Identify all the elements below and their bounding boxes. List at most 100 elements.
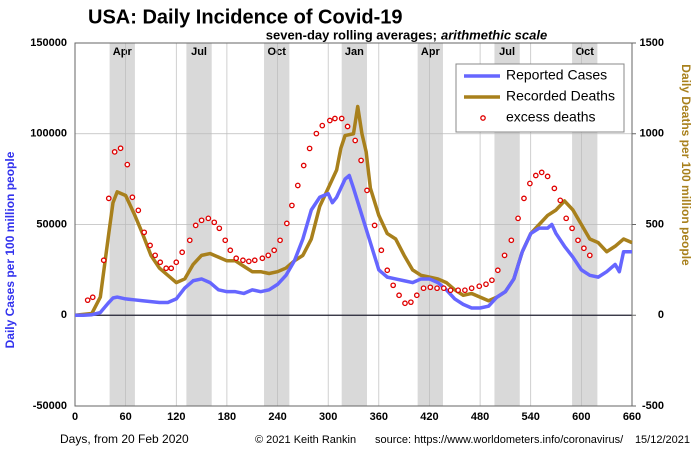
scatter-point: [551, 185, 558, 192]
scatter-point: [544, 173, 551, 180]
y-tick-label: 0: [61, 309, 67, 321]
scatter-point: [240, 257, 246, 264]
scatter-point: [569, 225, 575, 232]
scatter-point: [277, 237, 283, 244]
plot-area: Apr Jul Oct Jan Apr Jul Oct 0 60 120 180 240 300 360 4…: [30, 37, 664, 423]
source: source: https://www.worldometers.info/co…: [375, 434, 624, 446]
y-tick-label: 100000: [30, 128, 67, 140]
scatter-point: [538, 169, 545, 176]
scatter-point: [163, 265, 169, 272]
date: 15/12/2021: [635, 434, 690, 446]
y2-tick-label: 0: [658, 309, 664, 321]
scatter-point: [271, 247, 278, 254]
scatter-point: [306, 145, 313, 152]
x-tick-label: 120: [167, 411, 185, 423]
scatter-point: [358, 157, 364, 164]
scatter-point: [434, 285, 440, 292]
scatter-point: [557, 197, 564, 204]
scatter-point: [124, 161, 131, 168]
scatter-point: [265, 252, 272, 259]
scatter-point: [476, 283, 483, 290]
scatter-point: [483, 281, 489, 288]
legend-marker: [480, 115, 486, 121]
scatter-point: [157, 259, 164, 266]
scatter-point: [259, 255, 266, 262]
scatter-point: [575, 237, 581, 244]
scatter-point: [532, 172, 539, 179]
legend-label: Reported Cases: [506, 67, 607, 83]
scatter-point: [129, 194, 136, 201]
scatter-point: [427, 284, 434, 291]
scatter-point: [186, 237, 193, 244]
y2-axis-label: Daily Deaths per 100 million people: [679, 64, 693, 266]
scatter-point: [300, 162, 307, 169]
plot-frame: [74, 42, 633, 407]
scatter-point: [283, 220, 290, 227]
x-tick-label: 60: [120, 411, 132, 423]
month-label: Apr: [421, 46, 441, 58]
scatter-point: [135, 207, 142, 214]
x-tick-label: 600: [572, 411, 590, 423]
scatter-point: [192, 222, 199, 229]
scatter-point: [251, 257, 258, 264]
scatter-point: [294, 182, 301, 189]
y2-tick-label: -500: [642, 400, 664, 412]
scatter-point: [173, 259, 180, 266]
month-label: Jul: [499, 46, 515, 58]
scatter-point: [352, 137, 359, 144]
y2-tick-label: 500: [646, 218, 664, 230]
scatter-point: [222, 237, 229, 244]
scatter-point: [111, 149, 118, 155]
month-label: Jul: [191, 46, 207, 58]
scatter-point: [100, 257, 107, 264]
x-tick-label: 420: [420, 411, 438, 423]
y-tick-label: -50000: [33, 400, 67, 412]
scatter-point: [396, 292, 402, 299]
scatter-point: [501, 252, 508, 259]
y-tick-label: 50000: [36, 218, 67, 230]
scatter-point: [198, 217, 205, 224]
scatter-point: [179, 249, 186, 256]
legend-label: Recorded Deaths: [506, 88, 615, 104]
month-label: Oct: [576, 46, 595, 58]
scatter-point: [581, 245, 587, 252]
scatter-point: [152, 252, 159, 259]
scatter-point: [440, 285, 447, 292]
scatter-point: [105, 195, 112, 202]
scatter-point: [327, 117, 333, 124]
y2-tick-label: 1000: [640, 128, 664, 140]
series-line: [75, 173, 632, 317]
scatter-point: [462, 287, 468, 294]
scatter-point: [289, 202, 295, 209]
scatter-point: [227, 247, 234, 254]
scatter-point: [378, 247, 385, 254]
scatter-point: [84, 297, 91, 304]
subtitle: seven-day rolling averages;: [266, 27, 437, 42]
scatter-point: [420, 285, 427, 292]
scatter-point: [319, 122, 326, 129]
scatter-point: [205, 215, 212, 222]
scatter-point: [384, 267, 391, 274]
x-tick-label: 240: [268, 411, 286, 423]
x-tick-label: 300: [319, 411, 337, 423]
credit: © 2021 Keith Rankin: [255, 434, 356, 446]
subtitle-italic: arithmethic scale: [441, 27, 547, 42]
scatter-point: [168, 265, 175, 272]
y2-tick-label: 1500: [640, 37, 664, 49]
scatter-point: [586, 252, 593, 259]
chart-title: USA: Daily Incidence of Covid-19: [88, 6, 403, 28]
month-label: Oct: [268, 46, 287, 58]
x-tick-label: 660: [623, 411, 641, 423]
scatter-point: [344, 123, 351, 130]
legend-label: excess deaths: [506, 109, 596, 125]
scatter-point: [246, 258, 252, 265]
scatter-point: [515, 215, 521, 222]
scatter-point: [313, 130, 320, 137]
scatter-point: [468, 285, 475, 292]
scatter-point: [233, 255, 240, 262]
scatter-point: [371, 222, 378, 229]
scatter-point: [408, 299, 414, 306]
x-tick-label: 180: [218, 411, 236, 423]
scatter-point: [447, 287, 454, 294]
x-tick-label: 360: [370, 411, 388, 423]
